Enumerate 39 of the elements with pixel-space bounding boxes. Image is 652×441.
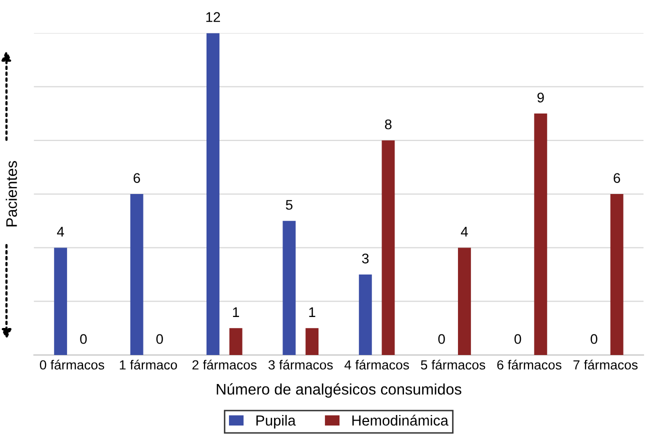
y-axis-title: Pacientes xyxy=(6,161,17,226)
x-tick-label: 7 fármacos xyxy=(573,360,638,370)
data-label: 0 xyxy=(80,334,87,344)
data-label: 6 xyxy=(614,173,620,183)
data-label: 1 xyxy=(309,307,316,317)
x-tick-label: 1 fármaco xyxy=(120,360,177,370)
x-tick-label: 6 fármacos xyxy=(497,360,562,370)
data-label: 6 xyxy=(134,173,140,183)
data-label: 9 xyxy=(537,92,544,102)
data-label: 0 xyxy=(438,334,445,344)
bar xyxy=(54,248,68,356)
bar xyxy=(382,140,395,356)
data-label: 0 xyxy=(156,334,163,344)
bar xyxy=(130,194,144,356)
data-label: 8 xyxy=(384,119,392,130)
data-label: 4 xyxy=(57,226,64,236)
x-tick-label: 4 fármacos xyxy=(344,360,409,370)
bar xyxy=(282,220,296,356)
data-label: 12 xyxy=(206,12,220,22)
bar xyxy=(458,248,471,356)
x-tick-label: 2 fármacos xyxy=(192,360,257,370)
legend-label: Pupila xyxy=(256,414,296,429)
data-label: 1 xyxy=(233,307,240,317)
x-axis-title: Número de analgésicos consumidos xyxy=(216,383,462,398)
bar xyxy=(534,114,548,356)
x-tick-label: 0 fármacos xyxy=(40,360,104,370)
legend-label: Hemodinámica xyxy=(352,414,448,426)
data-label: 0 xyxy=(514,334,522,344)
data-label: 0 xyxy=(590,334,598,344)
data-label: 3 xyxy=(362,254,369,264)
bar xyxy=(306,328,319,356)
bar xyxy=(610,194,624,356)
bar xyxy=(206,33,220,356)
bar xyxy=(358,274,372,356)
data-label: 4 xyxy=(460,226,468,236)
data-label: 5 xyxy=(286,200,292,210)
x-tick-label: 3 fármacos xyxy=(268,360,333,370)
x-tick-label: 5 fármacos xyxy=(420,360,486,370)
bar xyxy=(229,328,242,356)
